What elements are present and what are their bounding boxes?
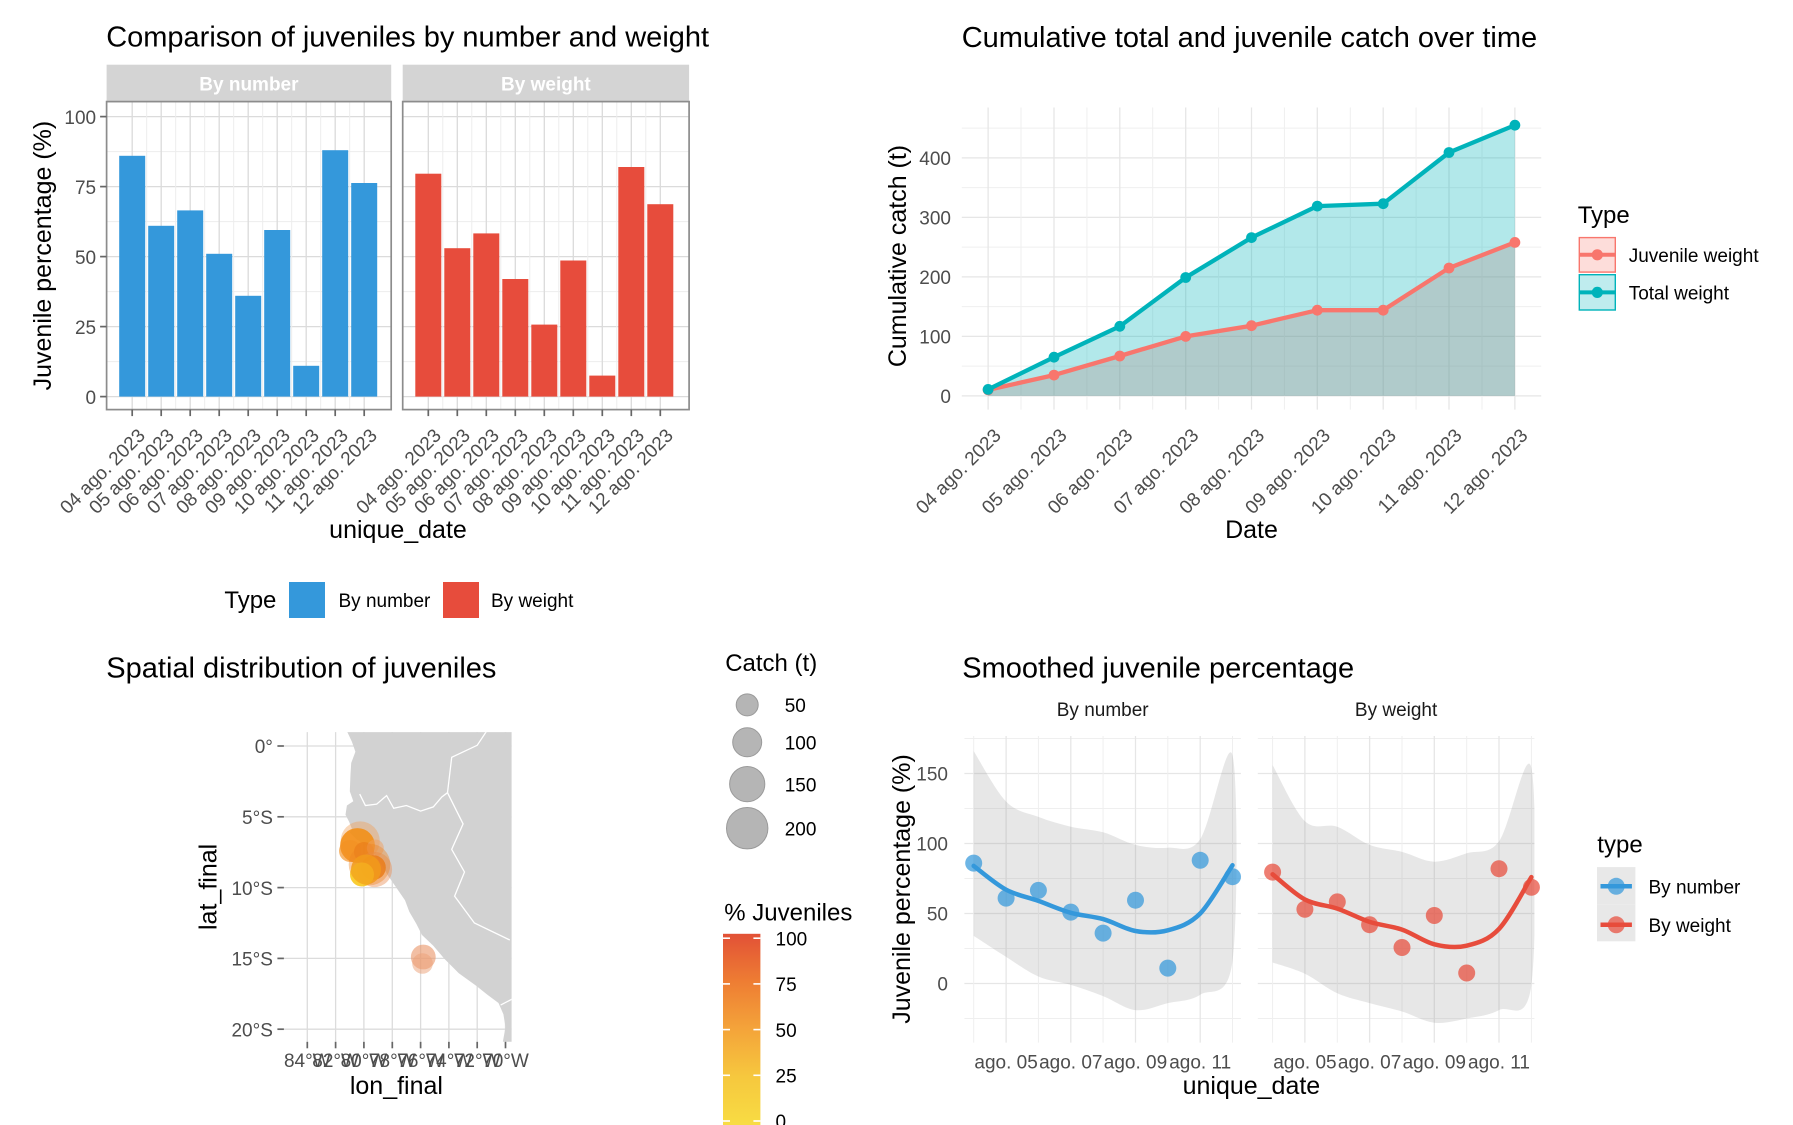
svg-text:lat_final: lat_final [195,844,223,930]
svg-text:By number: By number [1649,878,1742,899]
svg-text:By weight: By weight [1355,700,1438,721]
svg-text:100: 100 [919,328,951,349]
svg-text:By weight: By weight [491,591,574,612]
svg-text:By weight: By weight [501,75,591,96]
svg-text:0°: 0° [255,737,273,758]
svg-text:Cumulative total and juvenile: Cumulative total and juvenile catch over… [962,22,1537,54]
svg-text:100: 100 [916,835,948,856]
svg-text:20°S: 20°S [231,1020,272,1041]
svg-text:50: 50 [776,1021,797,1042]
svg-text:Comparison of juveniles by num: Comparison of juveniles by number and we… [106,21,709,53]
svg-text:50: 50 [927,905,948,926]
svg-text:100: 100 [785,734,817,755]
svg-text:Cumulative catch (t): Cumulative catch (t) [884,145,912,367]
svg-text:Juvenile weight: Juvenile weight [1629,246,1760,267]
svg-text:100: 100 [776,929,808,950]
svg-text:ago. 05: ago. 05 [1273,1053,1336,1074]
svg-text:unique_date: unique_date [1183,1072,1321,1100]
svg-text:By weight: By weight [1649,916,1732,937]
svg-text:Total weight: Total weight [1629,284,1730,305]
svg-text:unique_date: unique_date [329,516,467,544]
svg-text:By number: By number [1057,700,1150,721]
svg-text:lon_final: lon_final [350,1072,443,1100]
svg-text:Juvenile percentage (%): Juvenile percentage (%) [888,754,916,1024]
svg-text:ago. 07: ago. 07 [1039,1053,1102,1074]
svg-text:100: 100 [64,108,96,129]
svg-text:78°W: 78°W [369,1051,416,1072]
svg-text:82°W: 82°W [312,1051,359,1072]
svg-text:By number: By number [339,591,432,612]
svg-text:0: 0 [940,387,951,408]
svg-text:70°W: 70°W [482,1051,529,1072]
svg-text:Type: Type [224,587,276,614]
svg-text:25: 25 [776,1067,797,1088]
svg-text:type: type [1597,832,1642,859]
svg-text:0: 0 [86,388,97,409]
svg-text:400: 400 [919,149,951,170]
svg-text:Smoothed juvenile percentage: Smoothed juvenile percentage [962,653,1354,685]
svg-text:Juvenile percentage (%): Juvenile percentage (%) [29,121,57,391]
svg-text:150: 150 [916,765,948,786]
svg-text:50: 50 [75,248,96,269]
svg-text:76°W: 76°W [397,1051,444,1072]
svg-text:0: 0 [776,1112,787,1125]
svg-text:5°S: 5°S [242,808,273,829]
svg-text:300: 300 [919,209,951,230]
svg-text:74°W: 74°W [426,1051,473,1072]
svg-text:Spatial distribution of juveni: Spatial distribution of juveniles [106,653,496,685]
svg-text:25: 25 [75,318,96,339]
svg-text:0: 0 [937,975,948,996]
svg-text:% Juveniles: % Juveniles [724,900,852,927]
svg-text:72°W: 72°W [454,1051,501,1072]
svg-text:ago. 09: ago. 09 [1104,1053,1167,1074]
svg-text:15°S: 15°S [231,950,272,971]
svg-text:By number: By number [199,75,299,96]
svg-text:80°W: 80°W [341,1051,388,1072]
svg-text:Catch (t): Catch (t) [725,650,817,677]
svg-text:75: 75 [776,975,797,996]
svg-text:Date: Date [1225,516,1278,544]
svg-text:75: 75 [75,178,96,199]
svg-text:Type: Type [1578,202,1630,229]
svg-text:10°S: 10°S [231,879,272,900]
svg-text:200: 200 [919,268,951,289]
svg-text:84°W: 84°W [284,1051,331,1072]
svg-text:ago. 05: ago. 05 [974,1053,1037,1074]
svg-text:ago. 07: ago. 07 [1338,1053,1401,1074]
svg-text:ago. 11: ago. 11 [1468,1053,1530,1074]
svg-text:50: 50 [785,696,806,717]
svg-text:ago. 09: ago. 09 [1403,1053,1466,1074]
svg-text:150: 150 [785,775,817,796]
svg-text:200: 200 [785,819,817,840]
svg-text:ago. 11: ago. 11 [1169,1053,1231,1074]
